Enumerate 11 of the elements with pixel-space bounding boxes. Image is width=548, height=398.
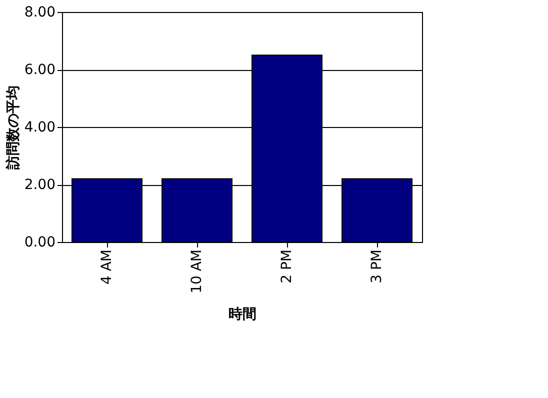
x-tick-label: 4 AM <box>99 250 115 285</box>
y-tick-label: 8.00 <box>24 4 56 20</box>
y-tick-label: 2.00 <box>24 177 56 193</box>
x-tick-label: 10 AM <box>189 250 205 294</box>
y-tick-label: 4.00 <box>24 120 56 136</box>
y-tick-label: 6.00 <box>24 62 56 78</box>
x-axis-title: 時間 <box>228 306 256 322</box>
x-tick-label: 2 PM <box>279 250 295 284</box>
y-axis-title: 訪問数の平均 <box>4 86 22 170</box>
y-tick-label: 0.00 <box>24 234 56 250</box>
x-tick-label: 3 PM <box>369 250 385 284</box>
